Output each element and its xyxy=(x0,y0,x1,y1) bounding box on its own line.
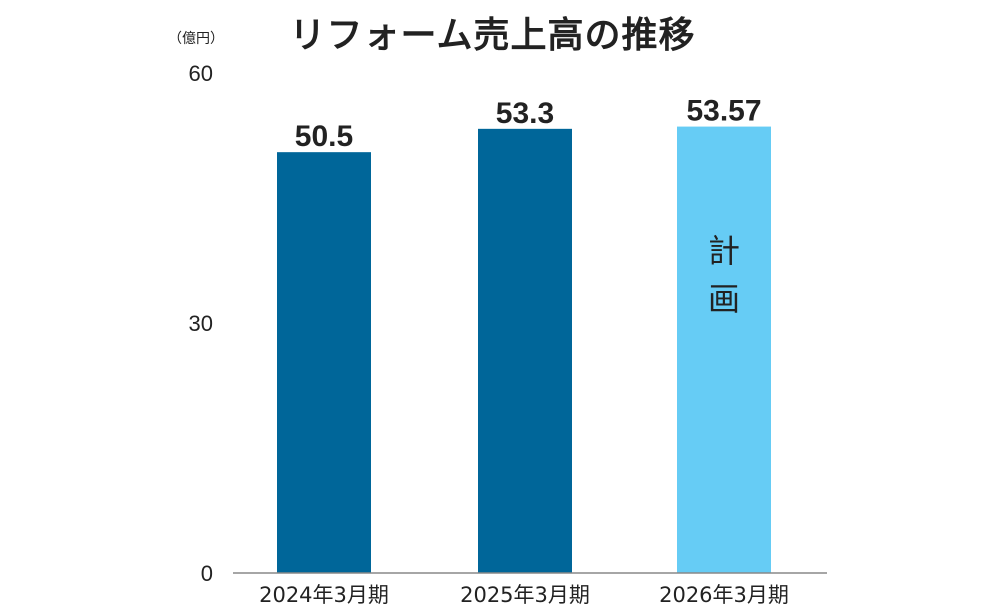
bar xyxy=(677,126,771,573)
bar-annotation-char: 計 xyxy=(708,232,740,270)
bar-annotation-char: 画 xyxy=(708,280,740,318)
bar-value-label: 53.57 xyxy=(686,95,761,128)
bar-value-label: 50.5 xyxy=(295,120,353,153)
x-category-label: 2026年3月期 xyxy=(659,583,789,607)
y-tick-label: 30 xyxy=(189,311,213,336)
y-tick-label: 0 xyxy=(201,561,213,586)
bar-annotation-plan: 計画 xyxy=(708,232,740,318)
x-category-label: 2025年3月期 xyxy=(460,583,590,607)
bar xyxy=(478,128,572,574)
y-axis-unit-label: （億円） xyxy=(168,30,224,46)
chart-title: リフォーム売上高の推移 xyxy=(289,14,696,55)
x-category-label: 2024年3月期 xyxy=(259,583,389,607)
bar-value-label: 53.3 xyxy=(496,97,554,130)
y-tick-label: 60 xyxy=(189,61,213,86)
bar xyxy=(277,152,371,573)
